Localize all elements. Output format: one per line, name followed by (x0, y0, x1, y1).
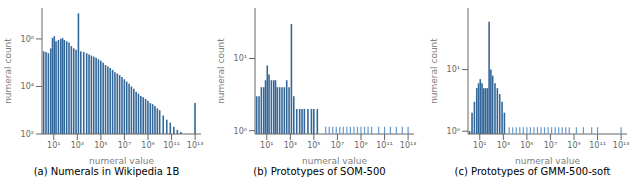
svg-text:numeral count: numeral count (216, 38, 226, 104)
html-text:(a) Numerals in Wikipedia 1B: (a) Numerals in Wikipedia 1B (33, 166, 180, 177)
svg-text:10¹³: 10¹³ (400, 141, 417, 150)
svg-text:10⁵: 10⁵ (307, 141, 320, 150)
svg-text:10⁷: 10⁷ (544, 141, 557, 150)
svg-text:10⁶: 10⁶ (21, 35, 34, 44)
svg-text:10³: 10³ (497, 141, 510, 150)
svg-text:10⁷: 10⁷ (118, 141, 131, 150)
html-text:(c) Prototypes of GMM-500-soft: (c) Prototypes of GMM-500-soft (454, 166, 611, 177)
svg-text:10⁹: 10⁹ (567, 141, 580, 150)
svg-text:numeral count: numeral count (8, 38, 13, 104)
svg-text:10¹: 10¹ (234, 54, 247, 63)
html-text:(b) Prototypes of SOM-500: (b) Prototypes of SOM-500 (253, 166, 386, 177)
svg-text:10²: 10² (21, 130, 34, 139)
svg-text:10¹³: 10¹³ (187, 141, 204, 150)
svg-text:10¹: 10¹ (260, 141, 273, 150)
svg-text:10¹¹: 10¹¹ (376, 141, 393, 150)
svg-text:numeral value: numeral value (89, 156, 154, 164)
svg-text:10³: 10³ (71, 141, 84, 150)
svg-text:10⁰: 10⁰ (234, 127, 247, 136)
svg-text:10⁷: 10⁷ (331, 141, 344, 150)
svg-text:10⁹: 10⁹ (141, 141, 154, 150)
svg-text:10⁵: 10⁵ (94, 141, 107, 150)
svg-text:10⁴: 10⁴ (21, 82, 34, 91)
svg-text:10¹: 10¹ (473, 141, 486, 150)
svg-text:10³: 10³ (284, 141, 297, 150)
svg-text:10¹: 10¹ (447, 65, 460, 74)
svg-text:numeral value: numeral value (515, 156, 580, 164)
svg-text:numeral count: numeral count (429, 38, 439, 104)
svg-text:10¹¹: 10¹¹ (163, 141, 180, 150)
svg-text:10¹³: 10¹³ (613, 141, 630, 150)
svg-text:numeral value: numeral value (302, 156, 367, 164)
svg-text:10⁹: 10⁹ (354, 141, 367, 150)
svg-text:10¹¹: 10¹¹ (589, 141, 606, 150)
svg-text:10¹: 10¹ (47, 141, 60, 150)
svg-text:10⁵: 10⁵ (520, 141, 533, 150)
svg-text:10⁰: 10⁰ (447, 127, 460, 136)
